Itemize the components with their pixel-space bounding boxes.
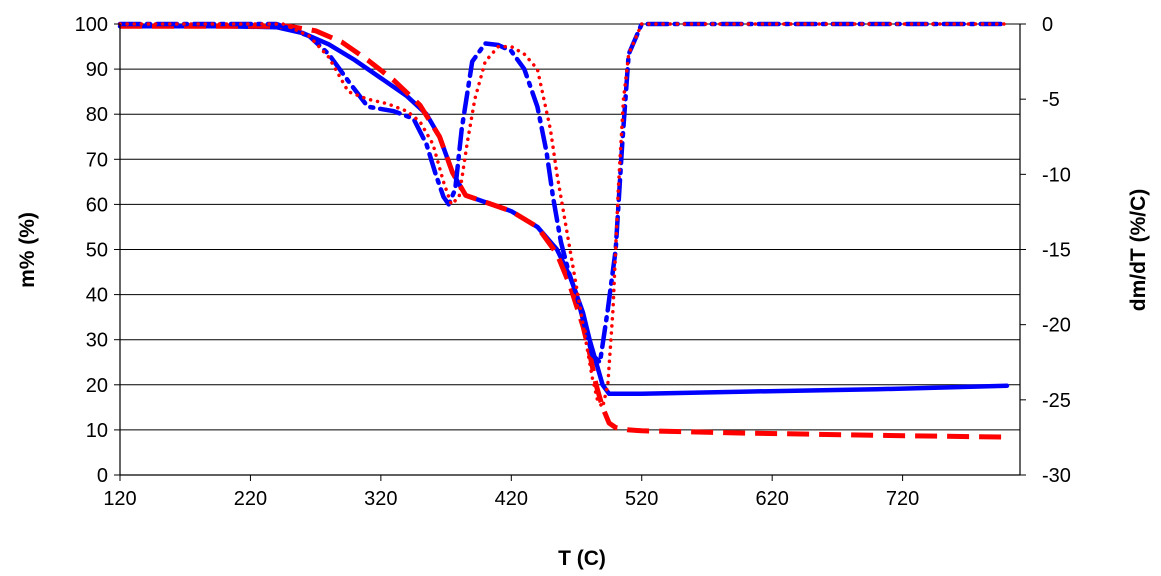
x-axis-title: T (C)	[558, 547, 606, 570]
x-tick-label: 320	[364, 488, 397, 510]
tick-labels: 0 10 20 30 40 50 60 70 80 90 100 0 -5 -10 -15 -20 -25 -30…	[75, 14, 1071, 510]
x-tick-label: 620	[755, 488, 788, 510]
y-tick-label: 90	[86, 59, 108, 81]
y2-axis-title: dm/dT (%/C)	[1127, 189, 1150, 311]
y-tick-label: 20	[86, 375, 108, 397]
series-line-1	[117, 24, 1010, 397]
axes-layer	[114, 23, 1026, 481]
y-tick-label: 50	[86, 240, 108, 262]
x-tick-label: 520	[625, 488, 658, 510]
x-tick-label: 420	[495, 488, 528, 510]
x-tick-label: 720	[886, 488, 919, 510]
series-layer	[117, 21, 1010, 440]
x-tick-label: 220	[234, 488, 267, 510]
y2-tick-label: -30	[1042, 465, 1071, 487]
y2-tick-label: -20	[1042, 315, 1071, 337]
y2-tick-label: -15	[1042, 240, 1071, 262]
y-tick-label: 40	[86, 285, 108, 307]
y2-tick-label: -10	[1042, 164, 1071, 186]
y-tick-label: 10	[86, 420, 108, 442]
series-line-3	[117, 21, 1010, 365]
y2-tick-label: 0	[1042, 14, 1053, 36]
y-tick-label: 100	[75, 14, 108, 36]
y-tick-label: 80	[86, 104, 108, 126]
gridlines	[120, 23, 1020, 431]
x-tick-label: 120	[103, 488, 136, 510]
series-line-2	[120, 23, 1008, 440]
y2-tick-label: -5	[1042, 89, 1060, 111]
y-tick-label: 60	[86, 194, 108, 216]
series-line-4	[118, 22, 1009, 410]
y-axis-title: m% (%)	[16, 212, 39, 288]
y-tick-label: 70	[86, 149, 108, 171]
y-tick-label: 0	[97, 465, 108, 487]
y2-tick-label: -25	[1042, 390, 1071, 412]
y-tick-label: 30	[86, 330, 108, 352]
